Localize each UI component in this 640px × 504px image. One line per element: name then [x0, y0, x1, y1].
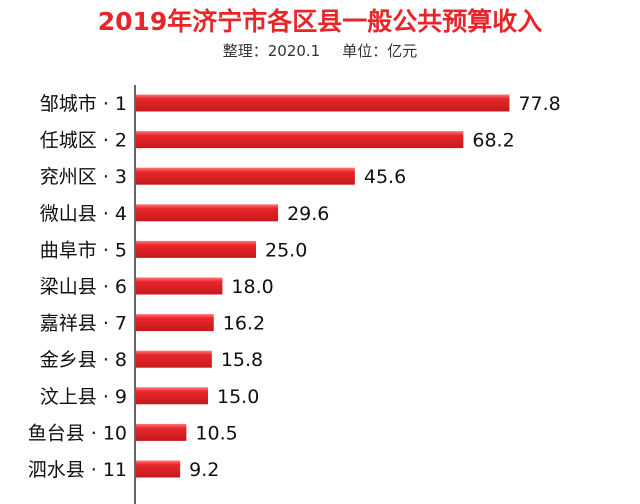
bar [136, 387, 208, 405]
bar [136, 314, 214, 332]
bar [136, 204, 279, 222]
category-label: 微山县 · 4 [40, 203, 127, 225]
bar [136, 423, 187, 441]
value-label: 10.5 [195, 422, 237, 444]
value-label: 77.8 [518, 93, 560, 115]
category-label: 鱼台县 · 10 [28, 422, 127, 444]
value-label: 9.2 [189, 459, 219, 481]
category-label: 兖州区 · 3 [40, 166, 127, 188]
value-label: 29.6 [287, 203, 329, 225]
chart-subtitle: 整理：2020.1 单位：亿元 [0, 40, 640, 61]
category-label: 任城区 · 2 [40, 130, 127, 152]
category-label: 金乡县 · 8 [40, 349, 127, 371]
value-label: 25.0 [265, 239, 307, 261]
bar [136, 131, 464, 149]
category-label: 汶上县 · 9 [40, 386, 127, 408]
bar [136, 350, 212, 368]
value-label: 68.2 [472, 130, 514, 152]
category-label: 嘉祥县 · 7 [40, 313, 127, 335]
subtitle-unit: 单位：亿元 [342, 42, 418, 60]
subtitle-date: 整理：2020.1 [222, 42, 321, 60]
value-label: 45.6 [364, 166, 406, 188]
bar [136, 94, 510, 112]
value-label: 15.8 [221, 349, 263, 371]
chart-title: 2019年济宁市各区县一般公共预算收入 [97, 7, 543, 36]
value-label: 15.0 [217, 386, 259, 408]
category-label: 曲阜市 · 5 [40, 239, 127, 261]
category-label: 梁山县 · 6 [40, 276, 127, 298]
bar [136, 240, 256, 258]
bar [136, 167, 355, 185]
value-label: 18.0 [231, 276, 273, 298]
bar [136, 460, 181, 478]
value-label: 16.2 [223, 313, 265, 335]
category-label: 邹城市 · 1 [40, 93, 127, 115]
bar [136, 277, 223, 295]
category-label: 泗水县 · 11 [28, 459, 127, 481]
